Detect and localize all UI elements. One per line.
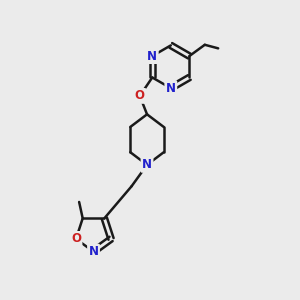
Text: N: N bbox=[147, 50, 157, 63]
Text: O: O bbox=[71, 232, 81, 245]
Text: N: N bbox=[88, 245, 98, 258]
Text: N: N bbox=[166, 82, 176, 95]
Text: N: N bbox=[142, 158, 152, 171]
Text: O: O bbox=[135, 89, 145, 102]
